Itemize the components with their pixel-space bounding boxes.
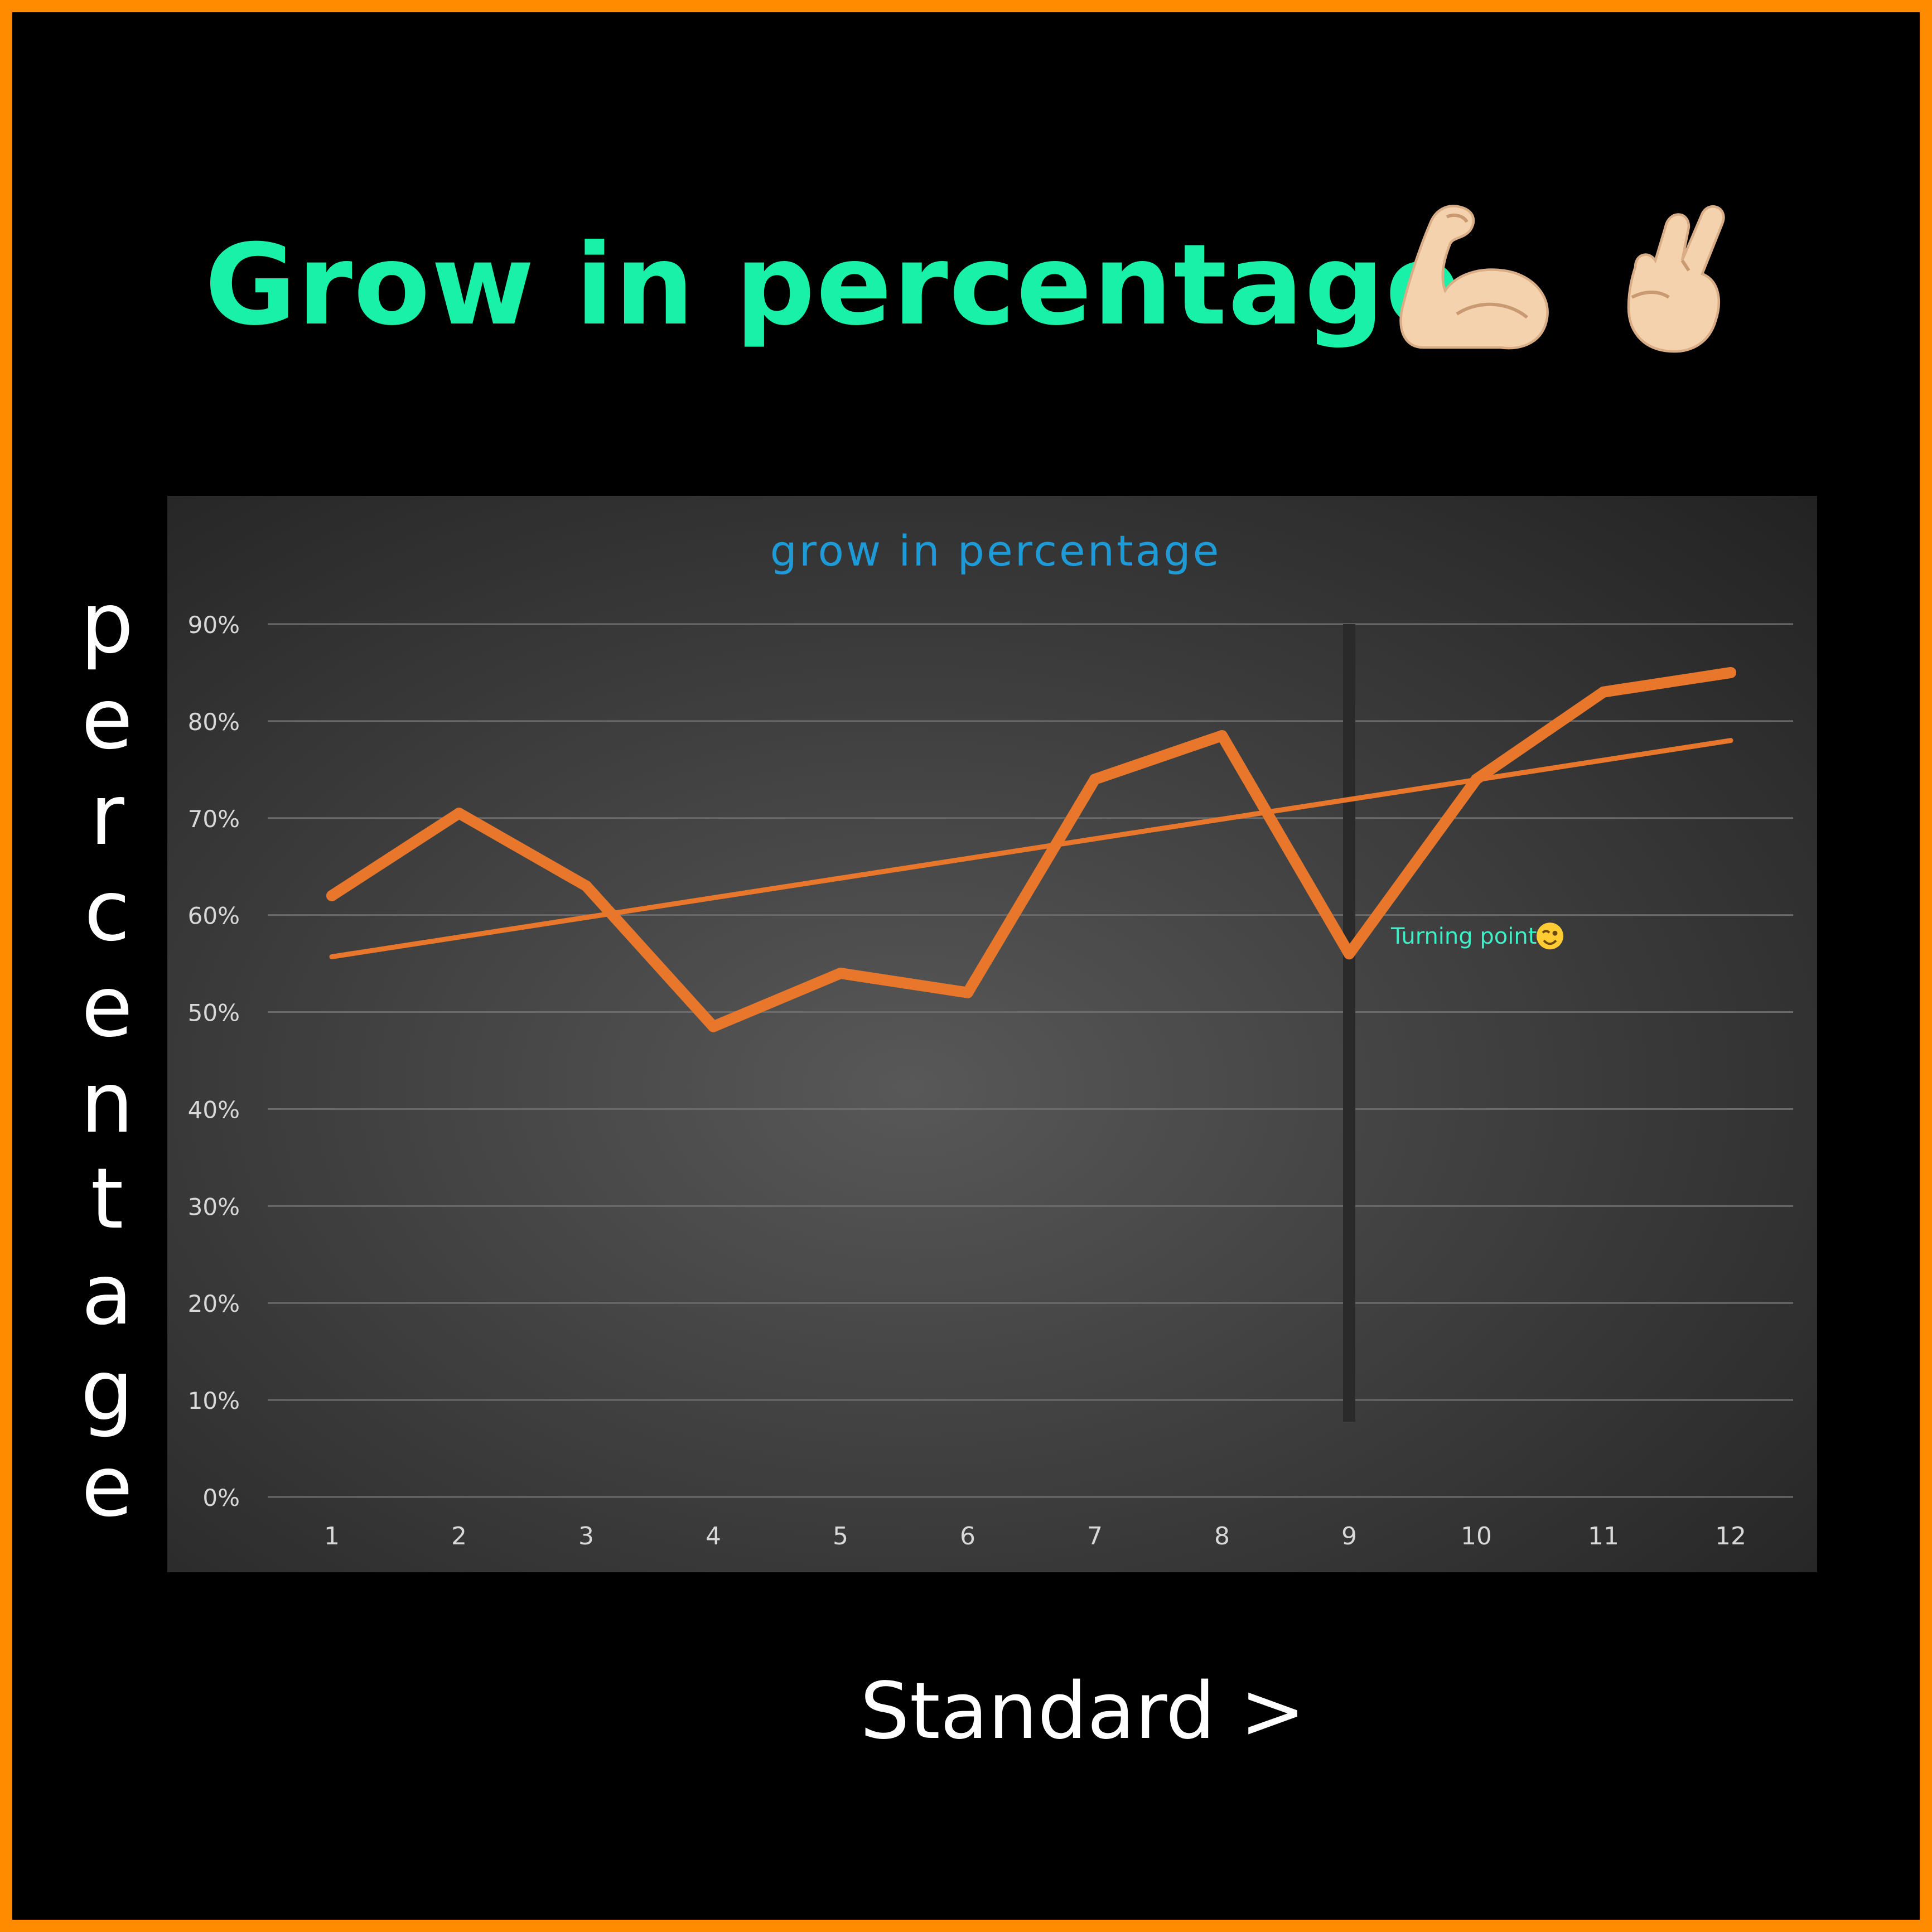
crossed-fingers-icon	[1627, 205, 1725, 353]
y-tick-label: 60%	[188, 902, 240, 930]
data-point	[708, 1021, 719, 1032]
side-label-letter: e	[81, 1438, 133, 1535]
x-tick-label: 4	[706, 1522, 721, 1551]
data-point	[835, 968, 846, 979]
x-tick-label: 8	[1214, 1522, 1230, 1551]
x-tick-label: 11	[1588, 1522, 1619, 1551]
side-label-letter: r	[90, 767, 124, 864]
data-point	[1471, 774, 1482, 785]
page-title: Grow in percentage	[205, 220, 1462, 350]
side-label-letter: a	[81, 1247, 133, 1344]
x-tick-label: 10	[1461, 1522, 1492, 1551]
data-point	[1216, 730, 1228, 741]
y-tick-label: 10%	[188, 1387, 240, 1414]
side-label-letter: e	[81, 671, 133, 768]
data-point	[581, 880, 592, 892]
y-tick-label: 70%	[188, 805, 240, 833]
winking-face-icon	[1537, 922, 1563, 950]
data-point	[453, 808, 465, 819]
y-tick-label: 20%	[188, 1290, 240, 1317]
y-tick-label: 90%	[188, 611, 240, 639]
x-tick-label: 3	[578, 1522, 594, 1551]
side-label-letter: e	[81, 959, 133, 1056]
x-tick-label: 7	[1087, 1522, 1103, 1551]
y-tick-label: 40%	[188, 1096, 240, 1123]
x-tick-label: 9	[1341, 1522, 1357, 1551]
series-line	[326, 666, 1736, 1032]
standard-label[interactable]: Standard >	[860, 1666, 1306, 1757]
data-point	[326, 890, 337, 901]
data-point	[1089, 774, 1100, 785]
data-point	[962, 987, 973, 998]
x-tick-label: 12	[1715, 1522, 1746, 1551]
chart-panel: grow in percentage 0% 10% 20% 30% 40% 50% 60% 70…	[167, 496, 1817, 1572]
y-tick-label: 30%	[188, 1193, 240, 1220]
annotation-text: Turning point	[1390, 924, 1537, 949]
side-label-letter: g	[80, 1342, 134, 1440]
x-tick-label: 1	[324, 1522, 340, 1551]
side-label-letter: n	[80, 1055, 134, 1152]
y-tick-label: 80%	[188, 708, 240, 736]
data-point	[1598, 686, 1609, 698]
x-tick-label: 2	[451, 1522, 467, 1551]
x-tick-label: 6	[960, 1522, 975, 1551]
line-chart: grow in percentage 0% 10% 20% 30% 40% 50% 60% 70…	[188, 526, 1793, 1551]
side-label-letter: t	[90, 1151, 124, 1248]
chart-title: grow in percentage	[770, 526, 1221, 576]
data-point	[1725, 666, 1736, 678]
flexed-biceps-icon	[1399, 205, 1549, 350]
side-label-letter: p	[80, 575, 134, 672]
y-tick-label: 50%	[188, 999, 240, 1027]
trendline	[329, 738, 1733, 959]
data-point	[1344, 948, 1355, 960]
y-tick-label: 0%	[202, 1484, 240, 1511]
side-label-letter: c	[84, 863, 131, 960]
x-tick-label: 5	[833, 1522, 848, 1551]
